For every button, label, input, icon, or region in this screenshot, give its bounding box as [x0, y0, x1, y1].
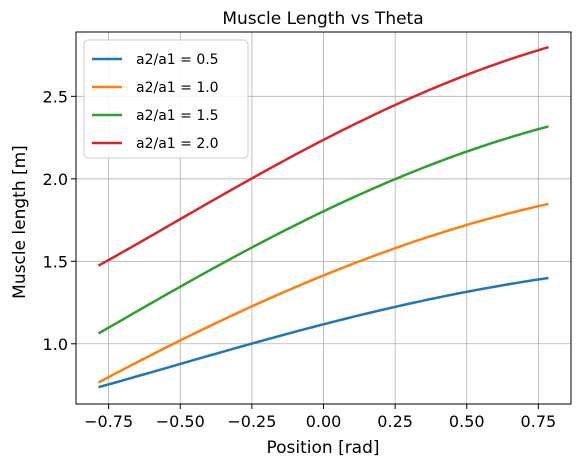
- x-tick-label: −0.25: [227, 412, 276, 431]
- series-line: [97, 125, 549, 335]
- x-tick-label: 0.25: [377, 412, 413, 431]
- y-axis-label: Muscle length [m]: [10, 145, 30, 299]
- chart-title: Muscle Length vs Theta: [222, 9, 423, 29]
- x-tick-label: 0.50: [449, 412, 485, 431]
- legend-box: [83, 39, 249, 159]
- legend-label: a2/a1 = 2.0: [136, 136, 219, 152]
- series-line: [97, 45, 549, 267]
- y-tick-label: 1.0: [43, 335, 68, 354]
- x-tick-label: −0.75: [84, 412, 133, 431]
- series-line: [97, 202, 549, 384]
- axis-ticks: −0.75 −0.50 −0.25 0.00 0.25 0.50 0.75 1.0 1.5 2.0…: [43, 87, 557, 431]
- legend-label: a2/a1 = 0.5: [136, 52, 219, 68]
- series-layer: [97, 45, 549, 389]
- legend-label: a2/a1 = 1.5: [136, 108, 219, 124]
- x-axis-label: Position [rad]: [266, 438, 379, 458]
- legend: a2/a1 = 0.5 a2/a1 = 1.0 a2/a1 = 1.5 a2/a1 =…: [83, 39, 249, 159]
- x-tick-label: 0.00: [306, 412, 342, 431]
- y-tick-label: 2.0: [43, 170, 68, 189]
- x-tick-label: 0.75: [521, 412, 557, 431]
- series-line: [98, 276, 549, 389]
- legend-label: a2/a1 = 1.0: [136, 80, 219, 96]
- y-tick-label: 2.5: [43, 87, 68, 106]
- x-tick-label: −0.50: [156, 412, 205, 431]
- y-tick-label: 1.5: [43, 252, 68, 271]
